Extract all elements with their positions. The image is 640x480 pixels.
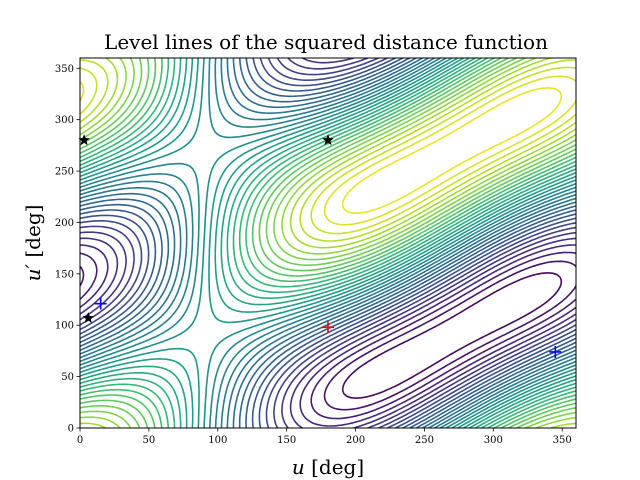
markers [78, 134, 562, 358]
contour-line [80, 59, 576, 242]
contour-line [80, 58, 576, 428]
contour-line [80, 58, 576, 428]
y-tick-label: 50 [61, 372, 74, 383]
contour-line [80, 66, 576, 235]
contour-line [80, 58, 576, 428]
contour-line [80, 58, 576, 428]
y-tick-label: 0 [68, 424, 74, 435]
contour-line [80, 58, 576, 428]
x-tick-label: 100 [208, 435, 227, 446]
x-tick-label: 0 [77, 435, 83, 446]
x-tick-label: 50 [143, 435, 156, 446]
x-tick-label: 150 [277, 435, 296, 446]
contour-line [80, 58, 576, 428]
contour-line [80, 58, 576, 428]
x-axis: 0 50 100 150 200 250 300 350 [77, 428, 572, 446]
y-tick-label: 300 [55, 115, 74, 126]
x-tick-label: 200 [346, 435, 365, 446]
contour-lines [80, 58, 576, 428]
y-tick-label: 200 [55, 218, 74, 229]
y-tick-label: 350 [55, 64, 74, 75]
contour-line [80, 58, 576, 428]
contour-line [80, 58, 576, 428]
y-axis: 0 50 100 150 200 250 300 350 [55, 64, 80, 435]
contour-line [80, 58, 576, 428]
contour-line [80, 58, 576, 428]
contour-line [80, 58, 576, 428]
x-tick-label: 300 [484, 435, 503, 446]
plus-marker [322, 321, 334, 334]
contour-line [80, 58, 576, 428]
star-marker [322, 134, 334, 146]
y-tick-label: 250 [55, 167, 74, 178]
contour-line [80, 58, 576, 428]
contour-line [80, 251, 576, 420]
y-tick-label: 100 [55, 321, 74, 332]
contour-line [80, 58, 576, 428]
contour-line [80, 58, 576, 428]
plot-frame [79, 57, 577, 429]
contour-line [80, 58, 576, 428]
contour-line [80, 75, 576, 226]
contour-line [80, 58, 576, 428]
x-axis-label: u [deg] [292, 455, 364, 479]
contour-line [80, 58, 576, 428]
contour-line [80, 58, 576, 428]
contour-line [80, 58, 576, 428]
x-tick-label: 350 [553, 435, 572, 446]
contour-line [341, 87, 563, 214]
contour-line [80, 244, 576, 427]
contour-line [80, 58, 576, 428]
plus-marker [549, 345, 562, 358]
contour-line [80, 260, 576, 411]
contour-line [341, 272, 563, 399]
x-tick-label: 250 [415, 435, 434, 446]
star-marker [82, 311, 95, 324]
chart-title: Level lines of the squared distance func… [104, 30, 548, 54]
plus-marker [94, 297, 107, 310]
contour-line [80, 58, 576, 428]
contour-line [80, 58, 576, 428]
y-tick-label: 150 [55, 269, 74, 280]
y-axis-label: u′ [deg] [21, 205, 45, 282]
